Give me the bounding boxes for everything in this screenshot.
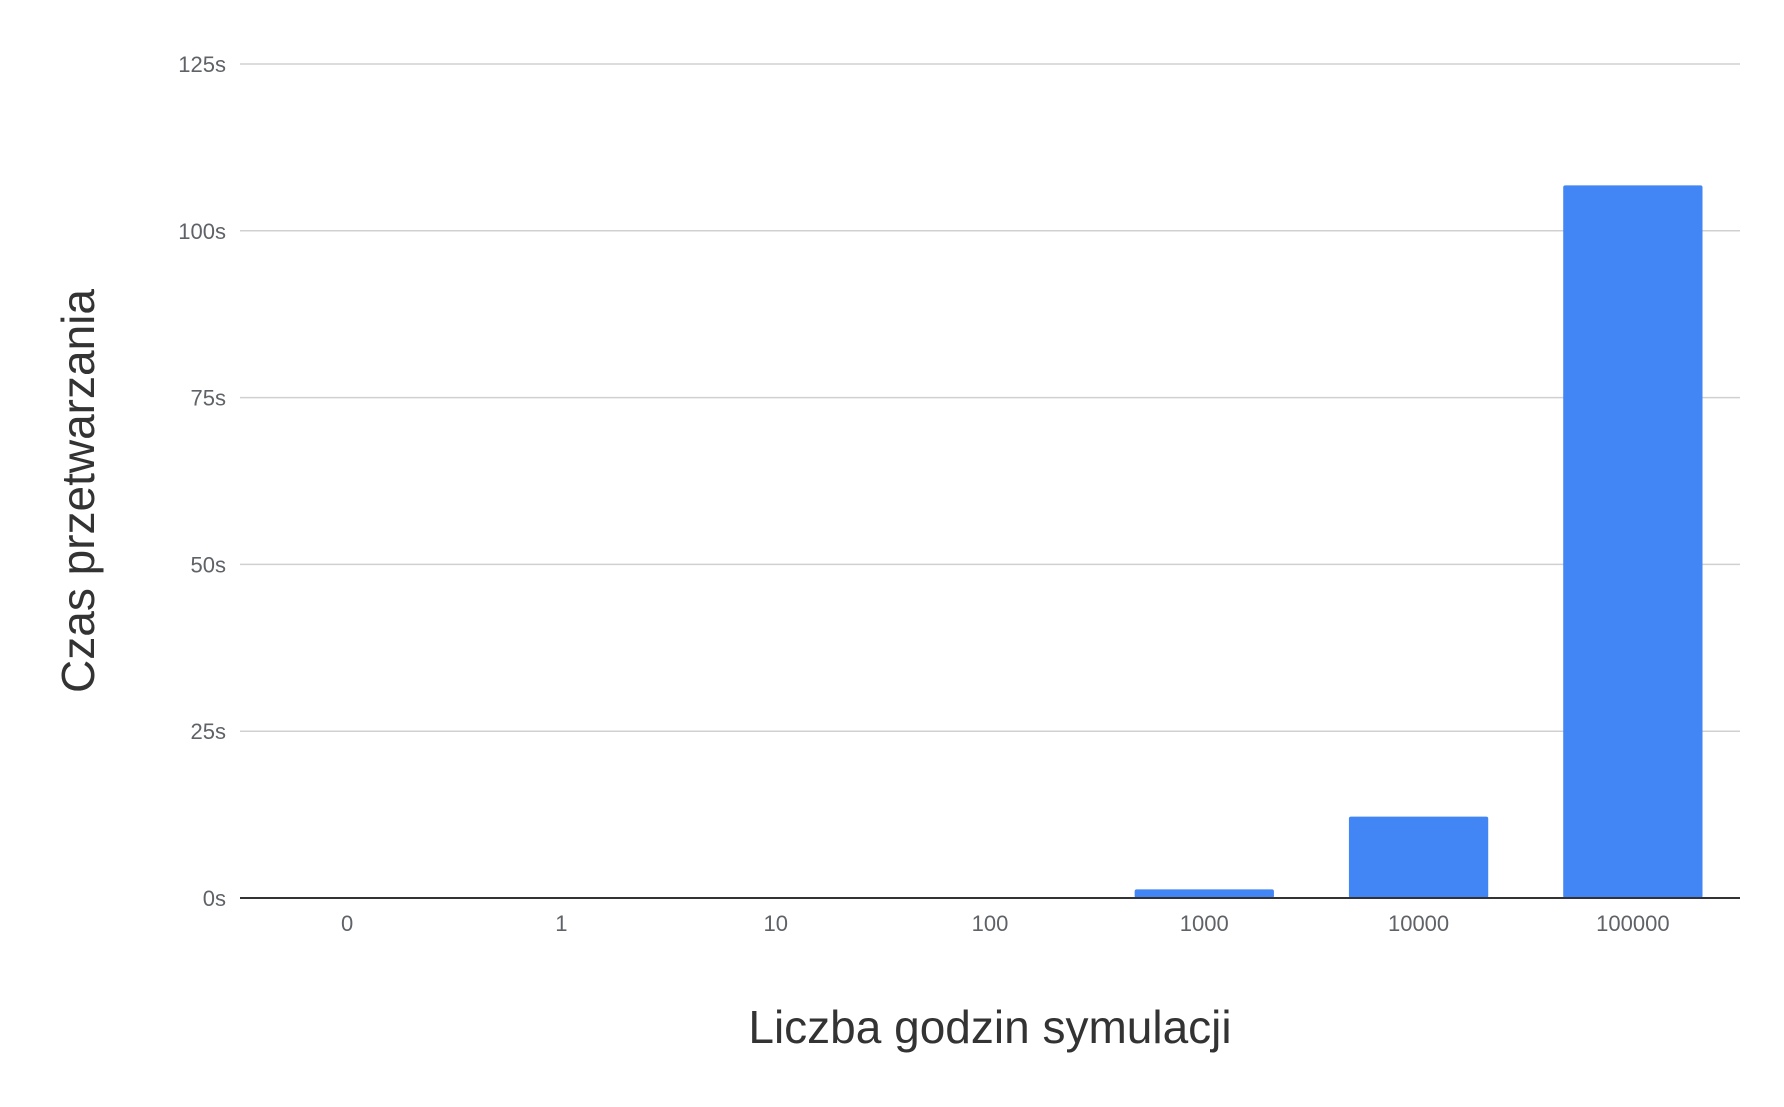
bar-100000 [1563,185,1703,898]
gridlines [240,63,1740,732]
y-tick-label: 75s [191,386,226,411]
y-tick-label: 125s [178,52,226,77]
x-axis-title: Liczba godzin symulacji [748,1001,1231,1053]
x-tick-label: 0 [341,911,353,936]
x-tick-label: 100000 [1596,911,1669,936]
x-tick-label: 1000 [1180,911,1229,936]
x-axis-ticks: 0 1 10 100 1000 10000 100000 [341,911,1670,936]
bars [1134,185,1703,898]
y-tick-label: 50s [191,552,226,577]
y-tick-label: 25s [191,719,226,744]
x-tick-label: 1 [555,911,567,936]
y-tick-label: 100s [178,219,226,244]
bar-10000 [1348,816,1489,898]
x-tick-label: 10 [763,911,787,936]
y-axis-ticks: 0s 25s 50s 75s 100s 125s [178,52,226,911]
y-tick-label: 0s [203,886,226,911]
x-tick-label: 100 [972,911,1009,936]
bar-1000 [1134,889,1274,898]
y-axis-title: Czas przetwarzania [52,289,104,693]
x-tick-label: 10000 [1388,911,1449,936]
